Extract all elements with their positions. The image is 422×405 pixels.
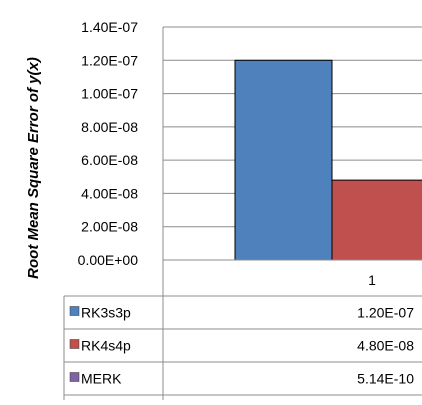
data-table-value: 1.20E-07 (357, 305, 414, 321)
data-table-value: 4.80E-08 (357, 338, 414, 354)
y-axis-title: Root Mean Square Error of y(x) (25, 57, 42, 279)
legend-label-merk: MERK (81, 371, 122, 387)
legend-label-rk4s4p: RK4s4p (81, 338, 131, 354)
legend-label-rk3s3p: RK3s3p (81, 305, 131, 321)
data-table-value: 5.14E-10 (357, 371, 414, 387)
data-table: 1 RK3s3p 1.20E-07 RK4s4p 4.80E-08 MERK 5.14E-1… (63, 272, 422, 400)
legend-swatch-rk3s3p (69, 306, 80, 316)
bar-rk3s3p (234, 59, 333, 261)
bar-rk4s4p (331, 179, 422, 261)
y-tick-label: 2.00E-08 (81, 219, 138, 235)
y-tick-label: 6.00E-08 (81, 152, 138, 168)
y-tick-labels: 0.00E+00 2.00E-08 4.00E-08 6.00E-08 8.00E-08… (78, 19, 139, 268)
y-tick-label: 1.40E-07 (81, 19, 138, 35)
legend-swatch-merk (69, 372, 80, 382)
legend-swatch-rk4s4p (69, 339, 80, 349)
y-tick-label: 4.00E-08 (81, 185, 138, 201)
x-category-label: 1 (368, 272, 376, 288)
y-tick-label: 8.00E-08 (81, 119, 138, 135)
y-tick-label: 1.20E-07 (81, 52, 138, 68)
y-tick-label: 1.00E-07 (81, 86, 138, 102)
y-tick-label: 0.00E+00 (78, 252, 139, 268)
axes (162, 27, 422, 400)
